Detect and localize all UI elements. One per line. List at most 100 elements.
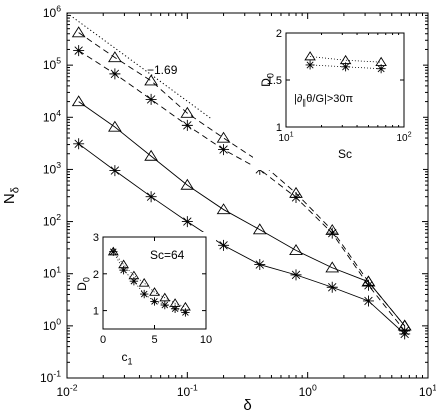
inset-sc-annotation-rest: θ/G|>30π [306,93,353,105]
series-4-point [109,165,121,177]
inset-c1-series-2-point [170,304,180,313]
series-3-point [216,203,231,215]
series-1-point [180,106,195,118]
inset-c1-y-tick-label: 1 [93,306,99,318]
y-tick-label-exponent: 5 [56,56,61,66]
inset-c1-series-1-point [138,277,150,287]
series-3-point [325,261,340,273]
y-tick-label: 102 [43,212,61,228]
series-4-point [254,259,266,271]
main-plot-frame [66,12,429,379]
y-tick-label: 101 [43,264,61,280]
series-2-point [145,93,157,105]
series-2-line [78,50,406,332]
inset-sc-y-tick-label: 1 [276,122,282,134]
series-1-point [71,26,86,38]
inset-c1-x-tick-label: 0 [100,334,106,346]
series-4-point [362,295,374,307]
inset-sc-annotation: |∂∥θ/G|>30π [294,93,354,107]
inset-sc-x-axis-label: Sc [338,147,352,161]
series-2-point [218,144,230,156]
series-1-line [78,32,406,327]
series-4-point [290,269,302,281]
inset-sc-y-tick-label: 2 [276,28,282,40]
inset-c1-series-1-point [159,292,171,302]
y-axis-label-subscript: δ [10,187,22,193]
y-tick-label-exponent: 1 [56,264,61,274]
y-tick-label-exponent: 6 [56,4,61,14]
series-2-point [109,68,121,80]
y-tick-label-exponent: -1 [53,369,61,379]
x-tick-label-exponent: 0 [312,383,317,393]
inset-c1-series-2-point [109,247,118,256]
series-4-line [78,143,405,335]
inset-c1-x-axis-label-subscript: 1 [127,357,132,367]
series-3-point [71,95,86,107]
inset-c1-series-2-point [129,276,139,286]
y-tick-label-exponent: 0 [56,316,61,326]
inset-sc-series-2-point [341,62,351,72]
y-tick-label-exponent: 2 [56,212,61,222]
x-tick-label-exponent: 1 [432,383,436,393]
series-3-line [78,101,406,327]
inset-c1-series-2-point [160,300,169,310]
series-2-point [73,45,85,57]
inset-sc-background [253,20,423,170]
y-axis-label: Nδ [1,187,22,204]
series-3-point [180,178,195,190]
inset-c1-x-axis-label: c1 [121,350,132,367]
y-tick-label-exponent: 4 [56,108,61,118]
y-tick-label: 106 [43,4,61,20]
inset-sc-x-tick-label-exponent: 1 [290,130,294,139]
inset-c1-series-2-point [119,265,128,275]
inset-c1-x-tick-label: 5 [151,334,157,346]
inset-sc-y-tick-label: 1.5 [267,75,282,87]
reference-slope-line [66,12,213,120]
inset-sc-series-2-point [376,64,386,74]
x-axis-label: δ [243,397,251,414]
inset-sc-y-axis-label-subscript: 0 [266,73,276,78]
inset-c1-annotation: Sc=64 [150,248,185,262]
inset-c1-y-axis-label-subscript: 0 [82,277,92,282]
inset-c1-y-tick-label: 3 [93,232,99,244]
inset-c1-x-tick-label: 10 [200,334,212,346]
reference-slope-label: −1.69 [147,63,178,77]
inset-c1-y-tick-label: 2 [93,269,99,281]
y-tick-label: 103 [43,160,61,176]
inset-c1-background [73,232,216,368]
series-2-point [181,119,193,131]
series-2-point [362,279,374,291]
series-3-point [144,149,158,161]
x-tick-label: 100 [299,383,317,399]
series-4-point [218,239,230,251]
inset-sc-annotation-subscript: ∥ [302,98,306,107]
y-tick-label: 104 [43,108,61,124]
y-tick-label-exponent: 3 [56,160,61,170]
x-tick-label-exponent: -1 [190,383,198,393]
y-tick-label: 100 [43,316,61,332]
inset-c1-series-1-line [112,251,186,308]
series-3-point [361,275,376,287]
inset-c1-series-2-point [150,297,159,306]
inset-c1-series-2-point [181,308,190,317]
series-2-point [290,191,302,203]
inset-sc-series-1-point [304,51,316,61]
inset-c1-series-1-point [149,287,160,296]
series-3-point [289,244,303,255]
series-2-point [326,227,338,239]
x-tick-label: 10-1 [177,383,198,399]
series-4-point [399,328,411,340]
inset-sc-series-2-point [305,60,315,70]
series-4-point [181,216,193,228]
series-3-point [252,223,267,235]
inset-c1-series-2-point [140,289,149,299]
y-tick-label: 10-1 [40,369,61,385]
series-3-point [108,120,122,132]
y-tick-label: 105 [43,56,61,72]
series-4-point [145,191,157,203]
x-tick-label: 101 [419,383,436,399]
x-tick-label: 10-2 [56,383,77,399]
